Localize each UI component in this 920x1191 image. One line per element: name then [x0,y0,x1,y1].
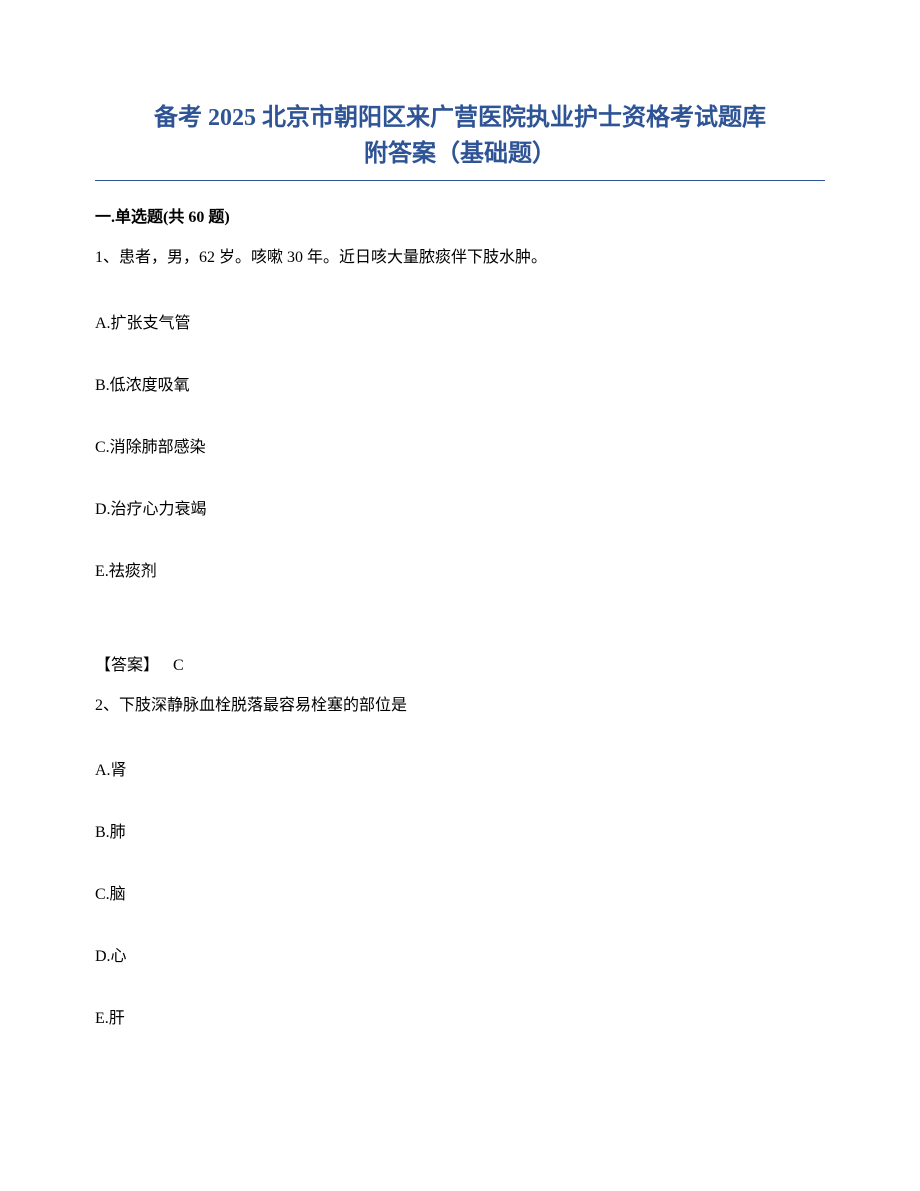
question-1-option-c: C.消除肺部感染 [95,433,825,457]
title-underline [95,180,825,181]
question-2-option-b: B.肺 [95,818,825,842]
question-2-stem: 2、下肢深静脉血栓脱落最容易栓塞的部位是 [95,693,825,719]
document-title-block: 备考 2025 北京市朝阳区来广营医院执业护士资格考试题库 附答案（基础题） [95,100,825,172]
question-1-stem: 1、患者，男，62 岁。咳嗽 30 年。近日咳大量脓痰伴下肢水肿。 [95,245,825,271]
question-1-answer: 【答案】 C [95,651,825,675]
question-1-text: 患者，男，62 岁。咳嗽 30 年。近日咳大量脓痰伴下肢水肿。 [119,249,547,266]
question-2: 2、下肢深静脉血栓脱落最容易栓塞的部位是 A.肾 B.肺 C.脑 D.心 E.肝 [95,693,825,1029]
question-1-option-b: B.低浓度吸氧 [95,371,825,395]
question-2-option-a: A.肾 [95,756,825,780]
answer-value: C [173,657,184,674]
question-1-number: 1、 [95,249,119,266]
answer-label: 【答案】 [95,657,159,674]
question-1-option-d: D.治疗心力衰竭 [95,495,825,519]
question-1: 1、患者，男，62 岁。咳嗽 30 年。近日咳大量脓痰伴下肢水肿。 A.扩张支气… [95,245,825,675]
question-2-option-e: E.肝 [95,1004,825,1028]
section-header: 一.单选题(共 60 题) [95,203,825,227]
question-2-option-c: C.脑 [95,880,825,904]
question-2-number: 2、 [95,697,119,714]
title-line-2: 附答案（基础题） [95,136,825,172]
question-2-option-d: D.心 [95,942,825,966]
question-1-option-a: A.扩张支气管 [95,309,825,333]
title-line-1: 备考 2025 北京市朝阳区来广营医院执业护士资格考试题库 [95,100,825,136]
question-1-option-e: E.祛痰剂 [95,557,825,581]
question-2-text: 下肢深静脉血栓脱落最容易栓塞的部位是 [119,697,407,714]
